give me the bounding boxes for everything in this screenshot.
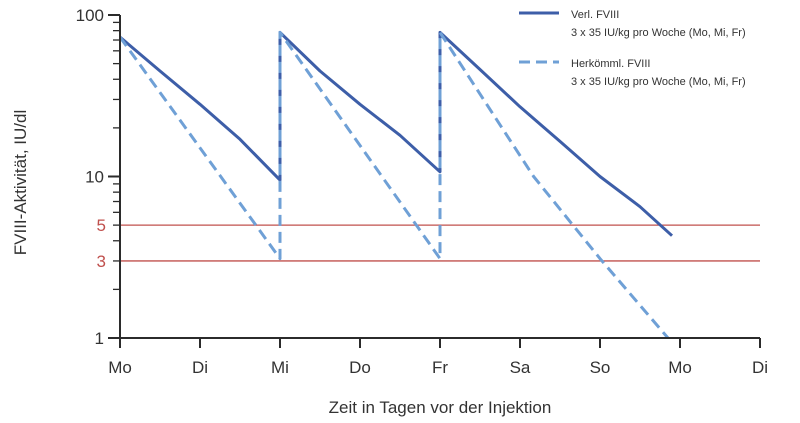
x-axis-label: Zeit in Tagen vor der Injektion [329,398,552,417]
x-tick-label-6: So [590,358,611,377]
y-tick-label-100: 100 [76,6,104,25]
x-ticks: Mo Di Mi Do Fr Sa So Mo Di [108,338,768,377]
series-line-1 [118,30,670,339]
legend-subtitle-1: 3 x 35 IU/kg pro Woche (Mo, Mi, Fr) [571,76,746,88]
x-tick-label-5: Sa [510,358,531,377]
y-ticks: 1 10 100 [76,6,120,348]
reference-label-3: 3 [97,252,106,271]
legend-subtitle-0: 3 x 35 IU/kg pro Woche (Mo, Mi, Fr) [571,27,746,39]
series-line-0 [119,30,674,237]
x-tick-label-2: Mi [271,358,289,377]
reference-label-5: 5 [97,216,106,235]
y-axis-label: FVIII-Aktivität, IU/dl [11,110,30,255]
x-tick-label-1: Di [192,358,208,377]
legend-name-0: Verl. FVIII [571,9,619,21]
x-tick-label-4: Fr [432,358,448,377]
x-tick-label-7: Mo [668,358,692,377]
y-tick-label-10: 10 [85,168,104,187]
legend: Verl. FVIII 3 x 35 IU/kg pro Woche (Mo, M… [519,9,746,88]
x-tick-label-3: Do [349,358,371,377]
legend-name-1: Herkömml. FVIII [571,58,650,70]
x-tick-label-8: Di [752,358,768,377]
y-tick-label-1: 1 [95,329,104,348]
series-layer [118,30,674,339]
x-tick-label-0: Mo [108,358,132,377]
